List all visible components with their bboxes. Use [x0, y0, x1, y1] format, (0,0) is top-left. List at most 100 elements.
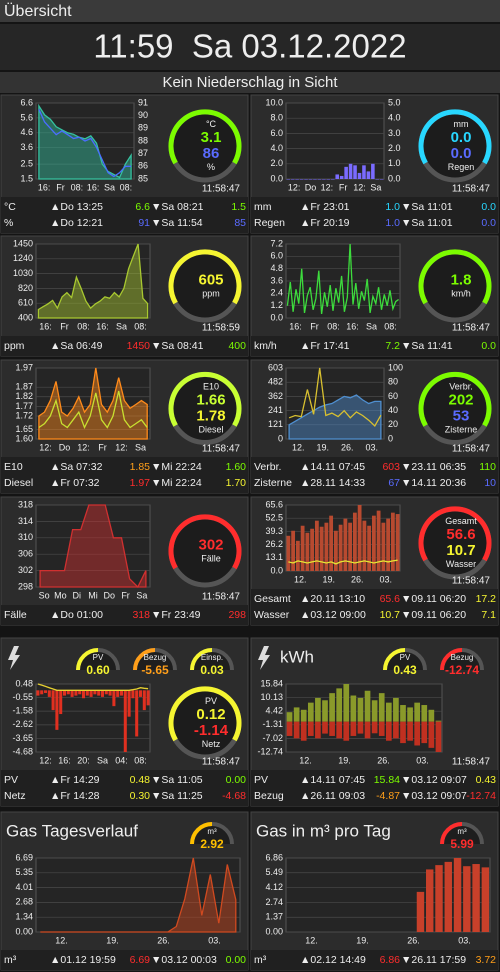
line	[38, 390, 148, 430]
timestamp: 11:58:47	[452, 323, 491, 334]
timestamp: 11:58:47	[452, 757, 491, 768]
stat-cell: ▼Mi 22:24	[151, 461, 202, 473]
bar	[300, 721, 307, 741]
y-tick-label: 8.0	[270, 113, 283, 123]
bar	[286, 535, 291, 571]
x-tick-label: 19.	[322, 574, 335, 584]
gauge-arc	[418, 371, 492, 427]
x-tick-label: Fr	[98, 442, 107, 452]
mini-gauge-arc	[383, 648, 406, 671]
bar	[307, 702, 314, 722]
mini-gauge-value: 2.92	[200, 837, 224, 851]
gauge-label: Diesel	[198, 424, 223, 434]
x-tick-label: 19.	[356, 935, 369, 945]
bar	[393, 697, 399, 722]
bar	[378, 693, 385, 722]
bar	[348, 522, 353, 571]
bar	[393, 721, 399, 739]
stat-cell: ppm	[4, 340, 25, 352]
y-tick-label: 1.5	[20, 173, 33, 183]
stat-cell: 6.69	[130, 954, 151, 966]
y2-tick-label: 20	[388, 419, 398, 429]
y2-tick-label: 2.0	[388, 143, 401, 153]
bar	[329, 721, 335, 736]
bar	[100, 690, 105, 697]
y-tick-label: 603	[268, 362, 283, 372]
x-tick-label: Fr	[310, 321, 319, 331]
y-tick-label: 306	[18, 549, 33, 559]
stat-cell: ▲20.11 13:10	[300, 593, 365, 605]
plot-area	[285, 102, 385, 180]
x-tick-label: 12:	[321, 182, 334, 192]
timestamp: 11:58:47	[202, 184, 241, 195]
bar	[357, 505, 362, 571]
x-tick-label: 12.	[305, 935, 318, 945]
stat-cell: 603	[382, 461, 400, 473]
bar	[55, 690, 59, 730]
stat-cell: 17.2	[476, 593, 497, 605]
y-tick-label: 0.00	[15, 926, 33, 936]
mini-gauge-arc	[190, 822, 213, 845]
stat-cell: 0.48	[130, 774, 151, 786]
x-tick-label: Sa	[116, 321, 127, 331]
bar	[343, 721, 350, 741]
x-tick-label: 16:	[87, 182, 100, 192]
stat-cell: 1.5	[231, 201, 246, 213]
x-tick-label: 08:	[71, 182, 84, 192]
mini-gauge-arc	[76, 648, 99, 671]
stat-cell: Diesel	[4, 477, 33, 489]
y-tick-label: 13.1	[265, 552, 283, 562]
mini-gauge-label: m³	[207, 827, 217, 836]
stat-cell: Wasser	[254, 609, 290, 621]
line	[288, 367, 382, 428]
y-tick-label: 610	[18, 298, 33, 308]
bar	[435, 721, 442, 752]
gauge-arc	[418, 506, 492, 562]
rows-background	[1, 770, 248, 806]
timestamp: 11:58:47	[202, 444, 241, 455]
gauge-value: 0.12	[196, 706, 225, 723]
stat-cell: m³	[4, 954, 17, 966]
stat-cell: ▼Sa 11:01	[401, 217, 453, 229]
area	[37, 243, 149, 319]
y-tick-label: 400	[18, 312, 33, 322]
y-tick-label: 4.0	[270, 143, 283, 153]
stat-cell: Gesamt	[254, 593, 291, 605]
y-tick-label: 0.0	[270, 312, 283, 322]
gauge-label: Gesamt	[445, 516, 477, 526]
stat-cell: 1.0	[385, 201, 400, 213]
x-tick-label: 12:	[353, 182, 366, 192]
x-tick-label: 08:	[77, 321, 90, 331]
bar	[343, 684, 350, 722]
bar	[116, 690, 120, 697]
y-tick-label: 2.0	[270, 158, 283, 168]
bar	[378, 721, 385, 736]
y-tick-label: 314	[18, 516, 33, 526]
y-tick-label: 5.49	[265, 867, 283, 877]
mini-gauge-arc	[440, 822, 463, 845]
stat-cell: ▲Fr 17:41	[300, 340, 350, 352]
bar	[127, 690, 131, 717]
bar	[36, 690, 40, 696]
y-tick-label: 2.74	[265, 897, 283, 907]
y-tick-label: -0.55	[12, 692, 33, 702]
bar	[371, 515, 376, 571]
y-tick-label: 0.00	[265, 926, 283, 936]
stat-cell: ▼Sa 11:54	[151, 217, 203, 229]
stat-cell: ▼03.12 09:07	[401, 790, 467, 802]
x-tick-label: 08:	[384, 321, 397, 331]
y-tick-label: 4.12	[265, 882, 283, 892]
tile-title: kWh	[280, 647, 314, 666]
stat-cell: ▼23.11 06:35	[401, 461, 466, 473]
y-tick-label: -12.74	[257, 746, 283, 756]
page-title: Übersicht	[4, 2, 72, 20]
bar	[317, 179, 322, 180]
x-tick-label: 08:	[134, 755, 147, 765]
stat-cell: Zisterne	[254, 477, 292, 489]
bar	[293, 721, 300, 739]
bar	[97, 690, 101, 696]
x-tick-label: 03.	[365, 442, 378, 452]
stat-cell: ▲01.12 19:59	[50, 954, 116, 966]
bar	[62, 690, 67, 696]
y-tick-label: -1.58	[12, 706, 33, 716]
